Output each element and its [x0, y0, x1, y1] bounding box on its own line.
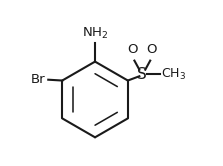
Text: O: O — [147, 43, 157, 56]
Text: S: S — [137, 67, 147, 82]
Text: Br: Br — [30, 73, 45, 86]
Text: NH$_2$: NH$_2$ — [82, 26, 108, 41]
Text: CH$_3$: CH$_3$ — [161, 67, 186, 82]
Text: O: O — [128, 43, 138, 56]
